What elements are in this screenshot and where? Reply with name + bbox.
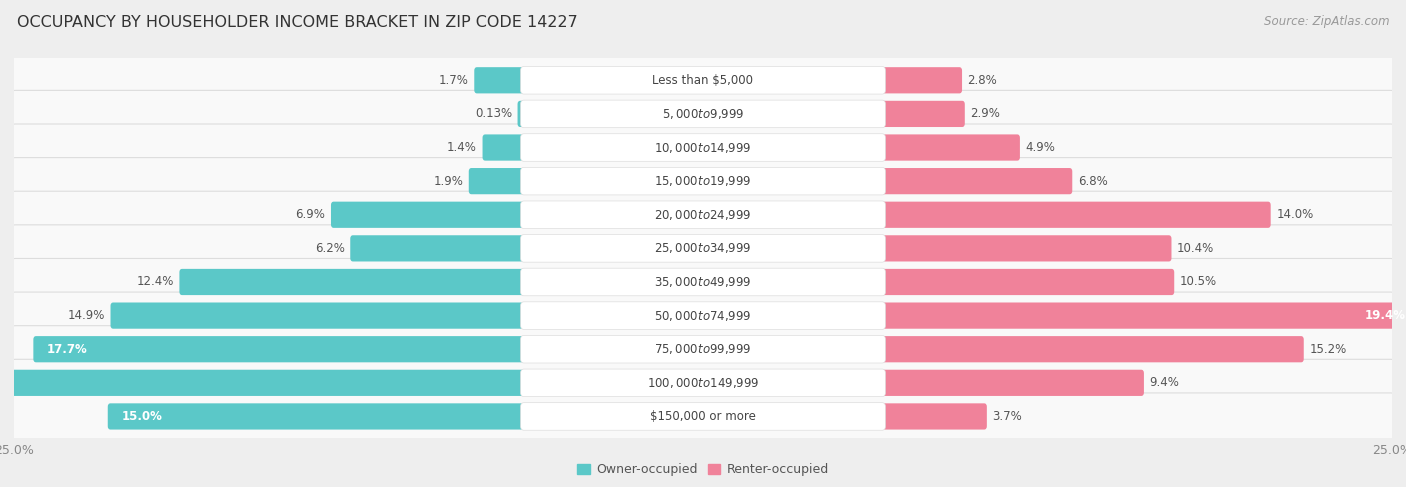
- FancyBboxPatch shape: [520, 100, 886, 128]
- Text: $25,000 to $34,999: $25,000 to $34,999: [654, 242, 752, 255]
- FancyBboxPatch shape: [520, 403, 886, 430]
- FancyBboxPatch shape: [7, 359, 1399, 406]
- FancyBboxPatch shape: [482, 134, 527, 161]
- Text: $5,000 to $9,999: $5,000 to $9,999: [662, 107, 744, 121]
- Text: 2.8%: 2.8%: [967, 74, 997, 87]
- Text: $100,000 to $149,999: $100,000 to $149,999: [647, 376, 759, 390]
- Text: 1.7%: 1.7%: [439, 74, 468, 87]
- Text: $20,000 to $24,999: $20,000 to $24,999: [654, 208, 752, 222]
- Text: 6.9%: 6.9%: [295, 208, 325, 221]
- FancyBboxPatch shape: [520, 67, 886, 94]
- FancyBboxPatch shape: [879, 269, 1174, 295]
- FancyBboxPatch shape: [0, 370, 527, 396]
- Text: $50,000 to $74,999: $50,000 to $74,999: [654, 309, 752, 322]
- Text: 3.7%: 3.7%: [993, 410, 1022, 423]
- Text: 6.8%: 6.8%: [1078, 175, 1108, 187]
- FancyBboxPatch shape: [879, 67, 962, 94]
- FancyBboxPatch shape: [108, 403, 527, 430]
- FancyBboxPatch shape: [879, 403, 987, 430]
- Text: $150,000 or more: $150,000 or more: [650, 410, 756, 423]
- FancyBboxPatch shape: [879, 134, 1019, 161]
- Legend: Owner-occupied, Renter-occupied: Owner-occupied, Renter-occupied: [572, 458, 834, 482]
- FancyBboxPatch shape: [520, 268, 886, 296]
- FancyBboxPatch shape: [7, 225, 1399, 272]
- Text: 1.9%: 1.9%: [433, 175, 463, 187]
- FancyBboxPatch shape: [7, 158, 1399, 205]
- FancyBboxPatch shape: [879, 302, 1406, 329]
- FancyBboxPatch shape: [7, 259, 1399, 305]
- Text: $10,000 to $14,999: $10,000 to $14,999: [654, 141, 752, 154]
- Text: 14.0%: 14.0%: [1277, 208, 1313, 221]
- Text: $75,000 to $99,999: $75,000 to $99,999: [654, 342, 752, 356]
- Text: 10.4%: 10.4%: [1177, 242, 1215, 255]
- FancyBboxPatch shape: [520, 302, 886, 329]
- FancyBboxPatch shape: [517, 101, 527, 127]
- FancyBboxPatch shape: [520, 168, 886, 195]
- FancyBboxPatch shape: [879, 202, 1271, 228]
- Text: 19.4%: 19.4%: [1365, 309, 1406, 322]
- Text: 15.0%: 15.0%: [121, 410, 163, 423]
- FancyBboxPatch shape: [180, 269, 527, 295]
- Text: 12.4%: 12.4%: [136, 276, 174, 288]
- Text: Less than $5,000: Less than $5,000: [652, 74, 754, 87]
- FancyBboxPatch shape: [879, 101, 965, 127]
- FancyBboxPatch shape: [879, 370, 1144, 396]
- Text: 9.4%: 9.4%: [1150, 376, 1180, 389]
- Text: OCCUPANCY BY HOUSEHOLDER INCOME BRACKET IN ZIP CODE 14227: OCCUPANCY BY HOUSEHOLDER INCOME BRACKET …: [17, 15, 578, 30]
- Text: 0.13%: 0.13%: [475, 108, 512, 120]
- Text: 10.5%: 10.5%: [1180, 276, 1216, 288]
- Text: Source: ZipAtlas.com: Source: ZipAtlas.com: [1264, 15, 1389, 28]
- Text: 14.9%: 14.9%: [67, 309, 105, 322]
- FancyBboxPatch shape: [34, 336, 527, 362]
- FancyBboxPatch shape: [7, 91, 1399, 137]
- FancyBboxPatch shape: [520, 201, 886, 228]
- FancyBboxPatch shape: [7, 326, 1399, 373]
- FancyBboxPatch shape: [330, 202, 527, 228]
- Text: 1.4%: 1.4%: [447, 141, 477, 154]
- Text: $35,000 to $49,999: $35,000 to $49,999: [654, 275, 752, 289]
- FancyBboxPatch shape: [879, 235, 1171, 262]
- FancyBboxPatch shape: [7, 191, 1399, 238]
- FancyBboxPatch shape: [520, 134, 886, 161]
- FancyBboxPatch shape: [520, 369, 886, 396]
- FancyBboxPatch shape: [111, 302, 527, 329]
- FancyBboxPatch shape: [468, 168, 527, 194]
- FancyBboxPatch shape: [350, 235, 527, 262]
- Text: 4.9%: 4.9%: [1025, 141, 1056, 154]
- Text: 15.2%: 15.2%: [1309, 343, 1347, 356]
- FancyBboxPatch shape: [7, 292, 1399, 339]
- Text: 17.7%: 17.7%: [48, 343, 89, 356]
- Text: $15,000 to $19,999: $15,000 to $19,999: [654, 174, 752, 188]
- FancyBboxPatch shape: [7, 393, 1399, 440]
- FancyBboxPatch shape: [7, 124, 1399, 171]
- FancyBboxPatch shape: [7, 57, 1399, 104]
- Text: 2.9%: 2.9%: [970, 108, 1000, 120]
- Text: 6.2%: 6.2%: [315, 242, 344, 255]
- FancyBboxPatch shape: [520, 336, 886, 363]
- FancyBboxPatch shape: [879, 168, 1073, 194]
- FancyBboxPatch shape: [474, 67, 527, 94]
- FancyBboxPatch shape: [879, 336, 1303, 362]
- FancyBboxPatch shape: [520, 235, 886, 262]
